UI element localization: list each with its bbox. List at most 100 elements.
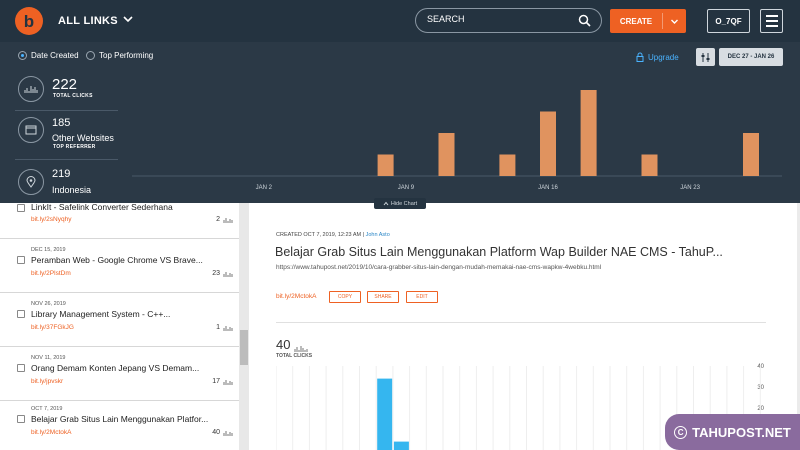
date-range-button[interactable]: DEC 27 - JAN 26 <box>719 48 783 66</box>
detail-url[interactable]: https://www.tahupost.net/2019/10/cara-gr… <box>276 264 602 271</box>
link-title[interactable]: LinkIt - Safelink Converter Sederhana <box>31 203 173 212</box>
mini-chart-icon <box>223 217 233 223</box>
create-dropdown-icon[interactable] <box>663 9 686 33</box>
location-count: 219 <box>52 168 71 180</box>
upgrade-link[interactable]: Upgrade <box>636 52 679 62</box>
link-clicks-chart: 40 30 20 <box>276 364 776 450</box>
author-link[interactable]: John Asto <box>365 232 390 238</box>
hamburger-menu-icon[interactable] <box>760 9 783 33</box>
list-scrollbar[interactable] <box>239 203 249 450</box>
copyright-icon: C <box>674 425 688 439</box>
list-item[interactable]: DEC 15, 2019 Peramban Web - Google Chrom… <box>0 239 239 293</box>
link-title[interactable]: Orang Demam Konten Jepang VS Demam... <box>31 363 200 373</box>
hide-chart-button[interactable]: Hide Chart <box>374 198 426 209</box>
short-link[interactable]: bit.ly/2sNyqhy <box>31 216 72 223</box>
create-label[interactable]: CREATE <box>619 16 653 26</box>
radio-unselected-icon[interactable] <box>86 51 95 60</box>
click-count: 17 <box>212 378 233 385</box>
y-tick-label: 40 <box>757 364 764 370</box>
total-clicks-number: 40 <box>276 337 291 352</box>
total-clicks-label: TOTAL CLICKS <box>276 353 313 359</box>
radio-selected-icon[interactable] <box>18 51 27 60</box>
chart-bar[interactable] <box>377 154 394 177</box>
search-box[interactable] <box>415 8 602 33</box>
click-count: 23 <box>212 270 233 277</box>
location-name: Indonesia <box>52 185 92 195</box>
hide-chart-label[interactable]: Hide Chart <box>390 200 418 207</box>
checkbox[interactable] <box>17 310 25 318</box>
chart-bar[interactable] <box>377 378 393 450</box>
location-pin-icon <box>18 169 44 195</box>
radio-top-performing[interactable]: Top Performing <box>86 51 153 60</box>
list-item[interactable]: LinkIt - Safelink Converter Sederhana bi… <box>0 203 239 239</box>
referrer-label: TOP REFERRER <box>53 144 96 150</box>
short-link[interactable]: bit.ly/37FGkJG <box>31 324 74 331</box>
mini-chart-icon <box>294 346 308 352</box>
share-button[interactable]: SHARE <box>367 291 399 303</box>
chart-bar[interactable] <box>540 111 556 177</box>
search-input[interactable] <box>427 14 577 24</box>
link-detail-panel <box>249 203 800 450</box>
link-title[interactable]: Belajar Grab Situs Lain Menggunakan Plat… <box>31 414 209 424</box>
link-title[interactable]: Library Management System - C++... <box>31 309 171 319</box>
watermark-text: TAHUPOST.NET <box>692 424 791 440</box>
edit-button[interactable]: EDIT <box>406 291 438 303</box>
short-link[interactable]: bit.ly/2MctokA <box>31 429 72 436</box>
bitly-logo[interactable]: b <box>15 7 43 35</box>
detail-short-link[interactable]: bit.ly/2MctokA <box>276 293 317 300</box>
meta-separator: | <box>362 232 365 238</box>
click-count: 40 <box>212 429 233 436</box>
list-scrollbar-thumb[interactable] <box>240 330 248 365</box>
chevron-down-icon[interactable] <box>122 13 134 25</box>
checkbox[interactable] <box>17 256 25 264</box>
mini-chart-icon <box>223 325 233 331</box>
checkbox[interactable] <box>17 364 25 372</box>
link-date: NOV 11, 2019 <box>31 355 66 361</box>
link-date: NOV 26, 2019 <box>31 301 66 307</box>
list-item[interactable]: NOV 26, 2019 Library Management System -… <box>0 293 239 347</box>
create-button[interactable]: CREATE <box>610 9 686 33</box>
detail-title: Belajar Grab Situs Lain Menggunakan Plat… <box>275 245 723 259</box>
created-date: CREATED OCT 7, 2019, 12:23 AM <box>276 232 362 238</box>
list-item[interactable]: NOV 11, 2019 Orang Demam Konten Jepang V… <box>0 347 239 401</box>
clicks-over-time-chart: JAN 2 JAN 9 JAN 16 JAN 23 <box>132 90 782 191</box>
filter-sliders-icon[interactable] <box>696 48 715 66</box>
referrer-count: 185 <box>52 117 71 129</box>
click-count: 2 <box>216 216 233 223</box>
link-date: DEC 15, 2019 <box>31 247 66 253</box>
checkbox[interactable] <box>17 415 25 423</box>
list-item[interactable]: OCT 7, 2019 Belajar Grab Situs Lain Meng… <box>0 401 239 450</box>
checkbox[interactable] <box>17 204 25 212</box>
chart-bar[interactable] <box>438 133 455 176</box>
radio-date-created[interactable]: Date Created <box>18 51 79 60</box>
short-link[interactable]: bit.ly/2PlstDm <box>31 270 71 277</box>
copy-button[interactable]: COPY <box>329 291 361 303</box>
detail-total-clicks: 40 <box>276 337 308 352</box>
short-link[interactable]: bit.ly/jpvskr <box>31 378 64 385</box>
links-list: LinkIt - Safelink Converter Sederhana bi… <box>0 203 249 450</box>
total-clicks-label: TOTAL CLICKS <box>53 93 93 99</box>
click-count: 1 <box>216 324 233 331</box>
chart-bar[interactable] <box>499 154 516 177</box>
y-tick-label: 20 <box>757 406 764 412</box>
total-clicks-value: 222 <box>52 76 78 93</box>
search-icon[interactable] <box>578 14 591 27</box>
page-title[interactable]: ALL LINKS <box>58 15 118 27</box>
lock-icon <box>636 52 644 62</box>
upgrade-label[interactable]: Upgrade <box>648 52 679 62</box>
x-tick-label: JAN 9 <box>398 185 415 191</box>
y-tick-label: 30 <box>757 385 764 391</box>
user-menu-button[interactable]: O_7QF <box>707 9 750 33</box>
chart-bar[interactable] <box>393 441 409 450</box>
x-tick-label: JAN 16 <box>538 185 558 191</box>
chart-bar[interactable] <box>743 133 759 176</box>
browser-window-icon <box>18 117 44 143</box>
chart-bar[interactable] <box>580 90 597 176</box>
referrer-name: Other Websites <box>52 133 114 143</box>
radio-label: Date Created <box>31 51 79 60</box>
link-title[interactable]: Peramban Web - Google Chrome VS Brave... <box>31 255 203 265</box>
chart-bar[interactable] <box>641 154 658 177</box>
mini-chart-icon <box>223 271 233 277</box>
watermark: C TAHUPOST.NET <box>665 414 800 450</box>
clicks-chart-icon <box>18 76 44 102</box>
